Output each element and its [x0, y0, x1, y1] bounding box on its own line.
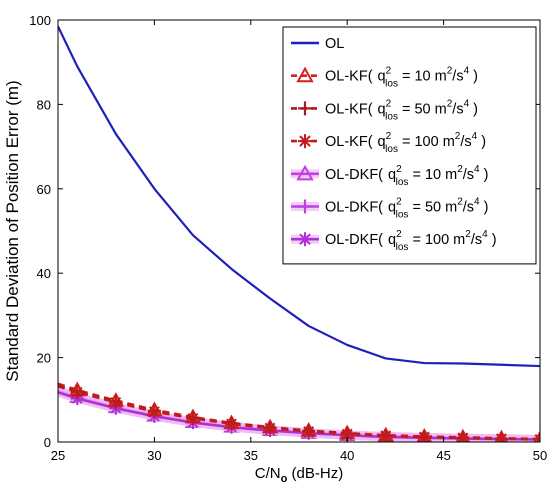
y-tick-label: 0 — [44, 435, 51, 450]
legend-entry: OL-KF(q2 los = 10 m2/s4 ) — [291, 66, 478, 90]
plot-frame — [57, 19, 541, 443]
legend-entry: OL-KF(q2 los = 100 m2/s4 ) — [291, 131, 486, 155]
y-axis-label: Standard Deviation of Position Error (m) — [3, 80, 22, 381]
data-point — [225, 417, 239, 431]
x-axis: 25 30 35 40 45 50 — [51, 20, 547, 463]
x-tick-label: 30 — [147, 448, 161, 463]
legend-label: OL-KF(q2 los = 10 m2/s4 ) — [325, 66, 478, 90]
legend-entry: OL — [291, 36, 344, 52]
y-tick-label: 100 — [29, 13, 51, 28]
data-point — [70, 385, 84, 399]
y-axis: 0 20 40 60 80 100 — [29, 13, 540, 450]
legend-box — [282, 26, 537, 265]
x-tick-label: 45 — [436, 448, 450, 463]
data-point — [147, 405, 161, 419]
legend-entry: OL-DKF(q2 los = 50 m2/s4 ) — [291, 197, 488, 221]
legend-marker — [298, 101, 312, 116]
series-line — [58, 25, 540, 368]
data-point — [379, 429, 393, 442]
legend-entry: OL-DKF(q2 los = 100 m2/s4 ) — [291, 229, 497, 253]
legend-label: OL — [325, 36, 344, 52]
data-point — [533, 432, 540, 442]
data-point — [109, 395, 123, 409]
x-axis-label: C/No (dB-Hz) — [255, 465, 343, 485]
legend-label: OL-KF(q2 los = 100 m2/s4 ) — [325, 131, 486, 155]
legend-marker — [296, 66, 314, 83]
legend-marker — [298, 199, 312, 214]
legend-label: OL-DKF(q2 los = 50 m2/s4 ) — [325, 197, 488, 221]
x-tick-label: 50 — [533, 448, 547, 463]
data-point — [263, 421, 277, 435]
legend-entry: OL-KF(q2 los = 50 m2/s4 ) — [291, 98, 478, 122]
legend: OL OL-KF(q2 los = 10 m2/s4 ) OL-KF(q2 los = … — [282, 26, 537, 265]
legend-marker — [298, 232, 312, 247]
series-layer — [58, 25, 540, 442]
x-tick-label: 35 — [244, 448, 258, 463]
y-tick-label: 80 — [37, 97, 51, 112]
data-point — [186, 411, 200, 425]
data-point — [340, 427, 354, 441]
x-tick-label: 25 — [51, 448, 65, 463]
data-point — [417, 430, 431, 442]
y-tick-label: 40 — [37, 266, 51, 281]
data-point — [456, 431, 470, 442]
legend-label: OL-DKF(q2 los = 10 m2/s4 ) — [325, 164, 488, 188]
legend-label: OL-DKF(q2 los = 100 m2/s4 ) — [325, 229, 497, 253]
x-axis-label-main: C/N — [255, 465, 281, 482]
series-line — [58, 385, 540, 441]
y-tick-label: 20 — [37, 351, 51, 366]
y-tick-label: 60 — [37, 182, 51, 197]
legend-marker — [298, 134, 312, 149]
data-point — [302, 424, 316, 438]
series-3 — [58, 385, 540, 442]
series-0 — [58, 25, 540, 368]
x-axis-label-unit: (dB-Hz) — [287, 465, 343, 482]
legend-entry: OL-DKF(q2 los = 10 m2/s4 ) — [291, 164, 488, 188]
legend-label: OL-KF(q2 los = 50 m2/s4 ) — [325, 98, 478, 122]
x-tick-label: 40 — [340, 448, 354, 463]
x-axis-label-sub: o — [281, 473, 288, 485]
legend-marker — [296, 164, 314, 181]
